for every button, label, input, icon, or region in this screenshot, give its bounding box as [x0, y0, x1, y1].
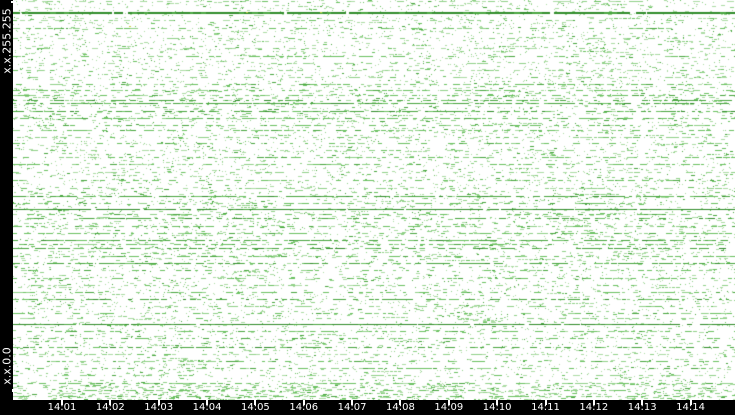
- y-axis-tick-bottom: [12, 389, 18, 392]
- x-axis-tick-label: 14:05: [240, 402, 270, 413]
- x-axis-tick: [206, 400, 209, 405]
- x-axis-tick-label: 14:08: [386, 402, 415, 413]
- y-axis-tick-top: [11, 1, 16, 3]
- x-axis-tick: [592, 400, 595, 405]
- x-axis-tick-label: 14:14: [676, 402, 705, 413]
- x-axis-tick-label: 14:12: [579, 402, 609, 413]
- x-axis-tick: [641, 400, 644, 405]
- y-axis-label-top: x.x.255.255: [0, 8, 14, 74]
- x-axis-tick: [399, 400, 402, 405]
- x-axis-bar: [0, 400, 735, 415]
- x-axis-tick-label: 14:04: [192, 402, 222, 413]
- x-axis-tick-label: 14:10: [482, 402, 512, 413]
- x-axis-tick: [61, 400, 63, 405]
- x-axis-tick-label: 14:06: [289, 402, 319, 413]
- x-axis-tick: [254, 400, 257, 405]
- x-axis-tick: [109, 400, 112, 405]
- x-axis-tick-label: 14:07: [337, 402, 367, 413]
- x-axis-tick: [689, 400, 692, 405]
- x-axis-tick: [496, 400, 499, 405]
- x-axis-tick: [302, 400, 305, 405]
- x-axis-tick-label: 14:09: [434, 402, 464, 413]
- y-axis-label-bottom: x.x.0.0: [0, 347, 14, 385]
- x-axis-tick: [544, 400, 547, 405]
- x-axis-tick-label: 14:11: [531, 402, 560, 413]
- x-axis-tick-label: 14:02: [95, 402, 125, 413]
- x-axis-tick-label: 14:01: [47, 402, 77, 413]
- x-axis-tick: [351, 400, 354, 405]
- x-axis-tick-label: 14:03: [144, 402, 174, 413]
- y-axis-bar: [0, 0, 13, 415]
- scatter-canvas: [13, 0, 735, 400]
- x-axis-tick: [447, 400, 450, 405]
- x-axis-tick-label: 14:13: [627, 402, 657, 413]
- x-axis-tick: [157, 400, 160, 405]
